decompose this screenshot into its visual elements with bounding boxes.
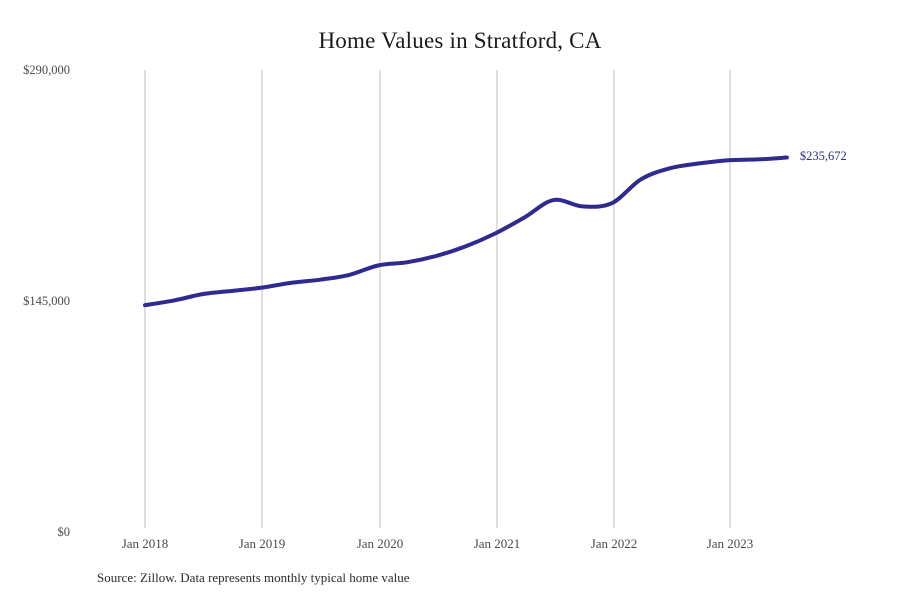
x-axis-tick-jan-2020: Jan 2020 xyxy=(356,536,404,551)
x-axis-tick-jan-2021: Jan 2021 xyxy=(473,536,521,551)
y-axis-tick-145000: $145,000 xyxy=(23,294,70,308)
source-note: Source: Zillow. Data represents monthly … xyxy=(97,570,410,585)
x-axis-tick-jan-2018: Jan 2018 xyxy=(121,536,169,551)
chart-title: Home Values in Stratford, CA xyxy=(318,28,602,53)
end-value-label: $235,672 xyxy=(799,148,847,163)
x-axis-tick-jan-2022: Jan 2022 xyxy=(590,536,638,551)
x-axis-tick-jan-2023: Jan 2023 xyxy=(706,536,754,551)
home-value-line xyxy=(143,155,789,308)
x-axis-tick-jan-2019: Jan 2019 xyxy=(238,536,286,551)
y-axis-tick-290000: $290,000 xyxy=(23,63,70,77)
y-axis-tick-0: $0 xyxy=(57,525,71,539)
gridlines xyxy=(144,70,731,528)
